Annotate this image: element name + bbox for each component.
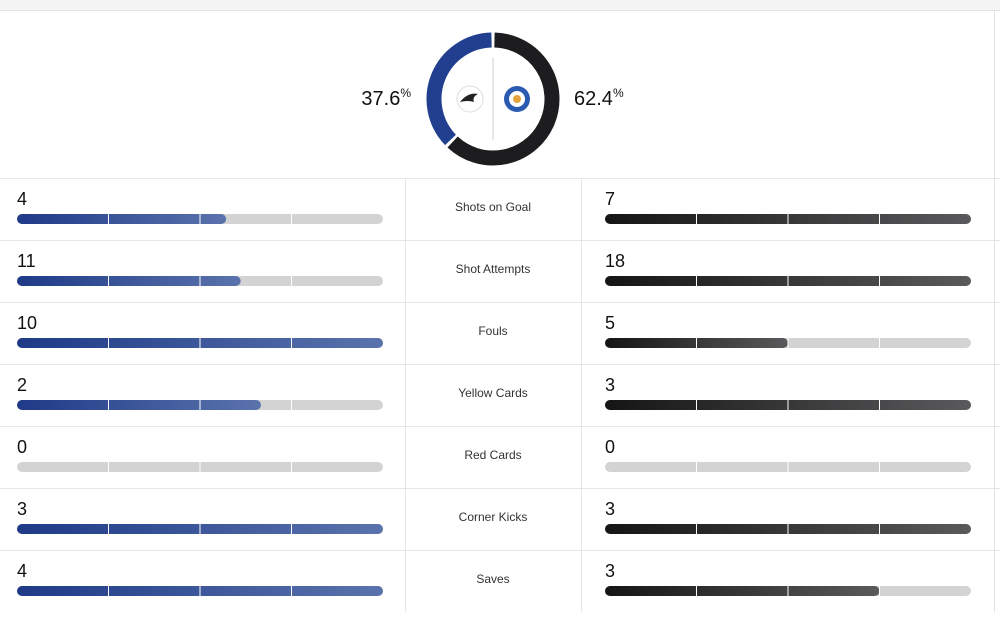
home-value: 4 xyxy=(17,561,27,581)
away-value: 18 xyxy=(605,251,625,271)
home-possession-value: 37.6 xyxy=(361,88,400,110)
away-logo xyxy=(504,86,530,112)
bar-fill xyxy=(17,400,261,410)
stat-label: Shots on Goal xyxy=(455,200,531,214)
stat-label: Red Cards xyxy=(464,448,521,462)
bar-fill xyxy=(605,586,880,596)
bar-fill xyxy=(17,214,227,224)
stat-label: Corner Kicks xyxy=(459,510,528,524)
home-value: 2 xyxy=(17,375,27,395)
home-value: 10 xyxy=(17,313,37,333)
away-possession-arc xyxy=(447,32,560,166)
stat-label: Fouls xyxy=(478,324,507,338)
home-logo xyxy=(456,85,484,113)
away-value: 3 xyxy=(605,375,615,395)
bar-fill xyxy=(17,276,241,286)
away-value: 5 xyxy=(605,313,615,333)
away-value: 3 xyxy=(605,561,615,581)
stat-label: Yellow Cards xyxy=(458,386,528,400)
stat-label: Saves xyxy=(476,572,509,586)
percent-sign: % xyxy=(400,86,411,100)
away-value: 0 xyxy=(605,437,615,457)
stat-label: Shot Attempts xyxy=(456,262,531,276)
home-possession-arc xyxy=(426,32,492,146)
home-possession: 37.6% xyxy=(361,86,411,110)
away-value: 7 xyxy=(605,189,615,209)
away-value: 3 xyxy=(605,499,615,519)
away-possession-value: 62.4 xyxy=(574,88,613,110)
top-shade xyxy=(0,0,1000,10)
home-value: 3 xyxy=(17,499,27,519)
percent-sign: % xyxy=(613,86,624,100)
home-value: 11 xyxy=(17,251,36,271)
home-value: 0 xyxy=(17,437,27,457)
away-possession: 62.4% xyxy=(574,86,624,110)
home-value: 4 xyxy=(17,189,27,209)
